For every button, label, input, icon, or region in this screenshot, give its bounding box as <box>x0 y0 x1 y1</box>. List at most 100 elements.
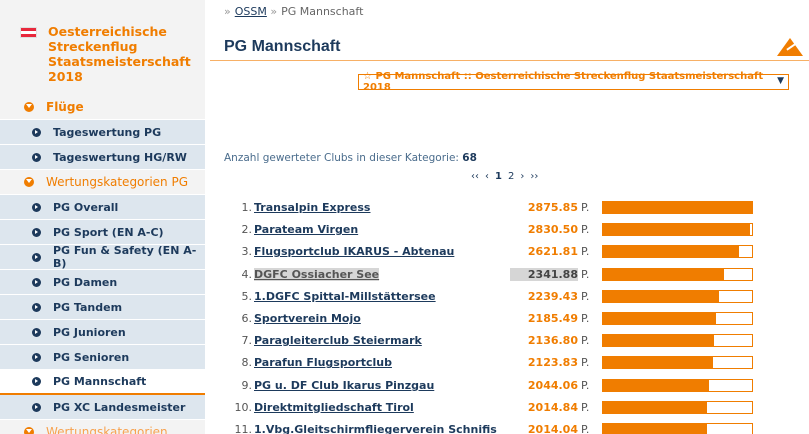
table-row: 11. 1.Vbg.Gleitschirmfliegerverein Schnif… <box>210 419 809 434</box>
table-row: 5. 1.DGFC Spittal-Millstättersee 2239.43 P. <box>210 286 809 308</box>
chevron-down-icon: ▼ <box>777 76 784 86</box>
club-link[interactable]: Flugsportclub IKARUS - Abtenau <box>254 245 455 259</box>
logo-icon <box>777 38 803 56</box>
category-select[interactable]: ☆ PG Mannschaft :: Oesterreichische Stre… <box>358 71 789 93</box>
club-link[interactable]: DGFC Ossiacher See <box>254 267 380 281</box>
score-bar-fill <box>603 379 709 391</box>
rank: 2. <box>241 223 253 237</box>
sidebar-item-wertungskategorien[interactable]: Wertungskategorien <box>0 420 205 434</box>
main-content: » OSSM » PG Mannschaft PG Mannschaft ☆ PG … <box>210 0 809 434</box>
rank: 8. <box>241 356 253 370</box>
sidebar-item-tageswertung-hg-rw[interactable]: Tageswertung HG/RW <box>0 145 205 170</box>
points-unit: P. <box>581 289 590 303</box>
score: 2830.50 <box>527 223 578 237</box>
points-unit: P. <box>581 312 590 325</box>
sidebar-item-label: PG Sport (EN A-C) <box>53 225 164 239</box>
sidebar-item-fl-ge[interactable]: Flüge <box>0 95 205 120</box>
sidebar-item-pg-damen[interactable]: PG Damen <box>0 270 205 295</box>
club-link[interactable]: Transalpin Express <box>254 201 371 214</box>
points-unit: P. <box>581 423 590 434</box>
sidebar-item-pg-senioren[interactable]: PG Senioren <box>0 345 205 370</box>
score: 2123.83 <box>527 356 578 370</box>
next-page-link[interactable]: › <box>520 171 525 182</box>
club-link[interactable]: 1.Vbg.Gleitschirmfliegerverein Schnifis <box>254 423 497 434</box>
score-bar-fill <box>603 424 708 434</box>
table-row: 3. Flugsportclub IKARUS - Abtenau 2621.81 P… <box>210 241 809 263</box>
score-bar <box>602 378 753 392</box>
sidebar-item-label: Wertungskategorien PG <box>46 175 189 189</box>
score: 2044.06 <box>527 378 578 392</box>
sidebar-item-label: Tageswertung HG/RW <box>53 150 187 164</box>
breadcrumb: » OSSM » PG Mannschaft <box>224 5 363 18</box>
arrow-right-icon <box>32 227 41 237</box>
club-link[interactable]: PG u. DF Club Ikarus Pinzgau <box>254 378 435 392</box>
category-select-value: ☆ PG Mannschaft :: Oesterreichische Stre… <box>363 71 764 93</box>
sidebar-item-label: PG Senioren <box>53 350 130 364</box>
page-header: PG Mannschaft <box>210 27 809 61</box>
arrow-right-icon <box>32 152 41 162</box>
sidebar-item-pg-fun-safety-en-a-b[interactable]: PG Fun & Safety (EN A-B) <box>0 244 205 270</box>
score-bar <box>602 267 753 281</box>
club-link[interactable]: 1.DGFC Spittal-Millstättersee <box>254 289 436 303</box>
score-bar <box>602 356 753 370</box>
points-unit: P. <box>581 245 590 259</box>
breadcrumb-current: PG Mannschaft <box>281 5 364 18</box>
points-unit: P. <box>581 223 590 237</box>
competition-title: Oesterreichische Streckenflug Staatsmeis… <box>48 24 191 84</box>
last-page-link[interactable]: ›› <box>530 171 539 182</box>
sidebar-header[interactable]: Oesterreichische Streckenflug Staatsmeis… <box>0 0 205 95</box>
sidebar-item-pg-junioren[interactable]: PG Junioren <box>0 320 205 345</box>
club-link[interactable]: Parateam Virgen <box>254 223 359 237</box>
sidebar-item-tageswertung-pg[interactable]: Tageswertung PG <box>0 120 205 145</box>
score-bar-fill <box>603 357 713 369</box>
points-unit: P. <box>581 356 590 370</box>
club-link[interactable]: Sportverein Mojo <box>254 312 361 325</box>
score-bar <box>602 400 753 414</box>
club-link[interactable]: Paragleiterclub Steiermark <box>254 334 422 348</box>
points-unit: P. <box>581 334 590 348</box>
page-link-1[interactable]: 1 <box>495 171 502 182</box>
table-row: 7. Paragleiterclub Steiermark 2136.80 P. <box>210 330 809 352</box>
club-count-value: 68 <box>462 152 477 164</box>
sidebar-item-pg-mannschaft[interactable]: PG Mannschaft <box>0 370 205 395</box>
rank: 7. <box>241 334 253 348</box>
score-bar <box>602 201 753 214</box>
sidebar-item-pg-tandem[interactable]: PG Tandem <box>0 295 205 320</box>
expand-arrow-icon <box>24 102 34 112</box>
score-bar-fill <box>603 335 714 347</box>
score: 2136.80 <box>527 334 578 348</box>
arrow-right-icon <box>32 202 41 212</box>
sidebar-item-label: Flüge <box>46 100 84 114</box>
prev-page-link[interactable]: ‹ <box>485 171 489 182</box>
rank: 5. <box>241 289 253 303</box>
breadcrumb-link-ossm[interactable]: OSSM <box>234 5 267 18</box>
arrow-right-icon <box>32 377 41 386</box>
rank: 9. <box>241 378 253 392</box>
table-row: 1. Transalpin Express 2875.85 P. <box>210 197 809 219</box>
sidebar-item-pg-xc-landesmeister[interactable]: PG XC Landesmeister <box>0 395 205 420</box>
sidebar-item-wertungskategorien-pg[interactable]: Wertungskategorien PG <box>0 170 205 195</box>
club-link[interactable]: Parafun Flugsportclub <box>254 356 392 370</box>
sidebar-item-label: PG Mannschaft <box>53 375 147 388</box>
table-row: 10. Direktmitgliedschaft Tirol 2014.84 P. <box>210 397 809 419</box>
rank: 4. <box>241 267 253 281</box>
sidebar-item-label: PG XC Landesmeister <box>53 400 186 414</box>
arrow-right-icon <box>32 327 41 337</box>
club-link[interactable]: Direktmitgliedschaft Tirol <box>254 400 414 414</box>
sidebar-item-pg-sport-en-a-c[interactable]: PG Sport (EN A-C) <box>0 220 205 245</box>
expand-arrow-icon <box>24 177 34 187</box>
sidebar-item-pg-overall[interactable]: PG Overall <box>0 195 205 220</box>
sidebar-item-label: PG Tandem <box>53 300 123 314</box>
first-page-link[interactable]: ‹‹ <box>471 171 479 182</box>
points-unit: P. <box>581 201 590 214</box>
score-bar-fill <box>603 290 720 302</box>
score: 2875.85 <box>527 201 578 214</box>
sidebar-item-label: PG Overall <box>53 200 119 214</box>
sidebar: Oesterreichische Streckenflug Staatsmeis… <box>0 0 205 434</box>
rank: 3. <box>241 245 253 259</box>
score-bar <box>602 245 753 259</box>
pagination: ‹‹ ‹ 1 2 › ›› <box>468 171 541 182</box>
page-link-2[interactable]: 2 <box>507 171 515 182</box>
table-row: 9. PG u. DF Club Ikarus Pinzgau 2044.06 P. <box>210 375 809 397</box>
arrow-right-icon <box>32 252 41 262</box>
